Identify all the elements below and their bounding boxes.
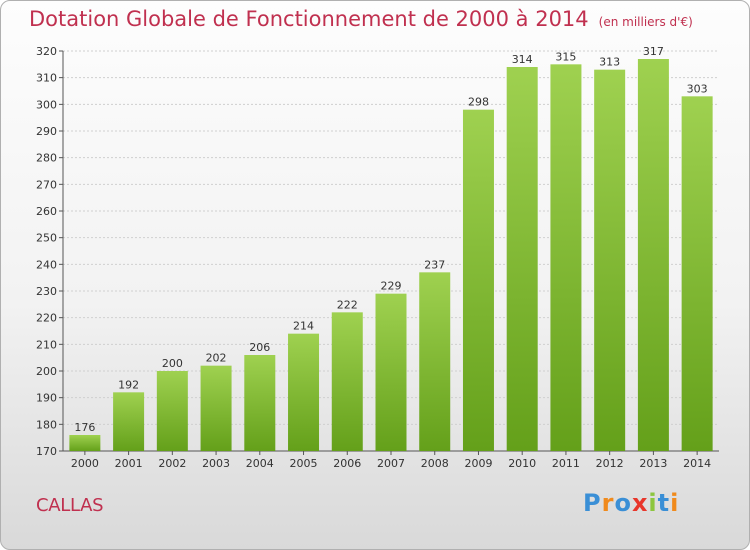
value-label-2012: 313 [599, 56, 620, 69]
y-tick-label: 190 [36, 392, 57, 405]
bar-2002 [156, 371, 188, 451]
y-tick-label: 170 [36, 445, 57, 458]
y-tick-label: 210 [36, 338, 57, 351]
y-tick-label: 200 [36, 365, 57, 378]
proxiti-logo: Proxiti [583, 489, 679, 517]
bar-2014 [681, 96, 713, 451]
commune-name: CALLAS [36, 495, 104, 516]
y-tick-label: 300 [36, 98, 57, 111]
x-tick-label-2014: 2014 [683, 457, 711, 470]
value-label-2001: 192 [118, 378, 139, 391]
value-label-2005: 214 [293, 320, 314, 333]
bar-2004 [244, 355, 276, 451]
bar-2001 [113, 392, 145, 451]
logo-letter: i [648, 489, 658, 517]
bar-2006 [331, 312, 363, 451]
x-tick-label-2001: 2001 [115, 457, 143, 470]
value-label-2006: 222 [337, 298, 358, 311]
x-tick-label-2011: 2011 [552, 457, 580, 470]
labels: 170 180 190 200 210 220 230 240 250 260 270 280 290 3… [36, 45, 711, 470]
y-tick-label: 270 [36, 178, 57, 191]
logo-letter: P [583, 489, 602, 517]
chart-title-text: Dotation Globale de Fonctionnement de 20… [29, 7, 589, 31]
bar-2010 [506, 67, 538, 451]
x-tick-label-2002: 2002 [158, 457, 186, 470]
bar-2013 [637, 59, 669, 451]
logo-letter: o [614, 489, 632, 517]
value-label-2009: 298 [468, 96, 489, 109]
x-tick-label-2004: 2004 [246, 457, 274, 470]
x-tick-label-2013: 2013 [639, 457, 667, 470]
chart-title: Dotation Globale de Fonctionnement de 20… [29, 7, 693, 31]
bar-2005 [288, 333, 320, 451]
value-label-2010: 314 [512, 53, 533, 66]
y-tick-label: 230 [36, 285, 57, 298]
logo-letter: r [601, 489, 615, 517]
bars [69, 59, 713, 452]
y-tick-label: 320 [36, 45, 57, 58]
x-tick-label-2007: 2007 [377, 457, 405, 470]
unit-note: (en milliers d'€) [598, 15, 693, 29]
bar-2011 [550, 64, 582, 452]
bar-2007 [375, 293, 407, 451]
x-tick-label-2012: 2012 [596, 457, 624, 470]
value-label-2007: 229 [381, 280, 402, 293]
y-tick-label: 250 [36, 232, 57, 245]
bar-2000 [69, 435, 101, 451]
y-tick-label: 180 [36, 418, 57, 431]
value-label-2011: 315 [555, 50, 576, 63]
value-label-2000: 176 [74, 421, 95, 434]
value-label-2003: 202 [206, 352, 227, 365]
logo-letter: t [657, 489, 671, 517]
value-label-2008: 237 [424, 258, 445, 271]
x-tick-label-2005: 2005 [290, 457, 318, 470]
y-tick-label: 240 [36, 258, 57, 271]
x-tick-label-2000: 2000 [71, 457, 99, 470]
x-tick-label-2010: 2010 [508, 457, 536, 470]
bar-2008 [419, 272, 451, 451]
x-tick-label-2008: 2008 [421, 457, 449, 470]
y-tick-label: 220 [36, 312, 57, 325]
y-tick-label: 290 [36, 125, 57, 138]
value-label-2002: 200 [162, 357, 183, 370]
y-tick-label: 280 [36, 152, 57, 165]
logo-letter: x [631, 489, 649, 517]
bar-2003 [200, 365, 232, 451]
value-label-2013: 317 [643, 45, 664, 58]
y-tick-label: 310 [36, 72, 57, 85]
value-label-2004: 206 [249, 341, 270, 354]
bar-2009 [462, 109, 494, 452]
x-tick-label-2006: 2006 [333, 457, 361, 470]
y-tick-label: 260 [36, 205, 57, 218]
x-tick-label-2003: 2003 [202, 457, 230, 470]
value-label-2014: 303 [687, 82, 708, 95]
bar-2012 [594, 69, 626, 452]
x-tick-label-2009: 2009 [464, 457, 492, 470]
logo-letter: i [670, 489, 680, 517]
